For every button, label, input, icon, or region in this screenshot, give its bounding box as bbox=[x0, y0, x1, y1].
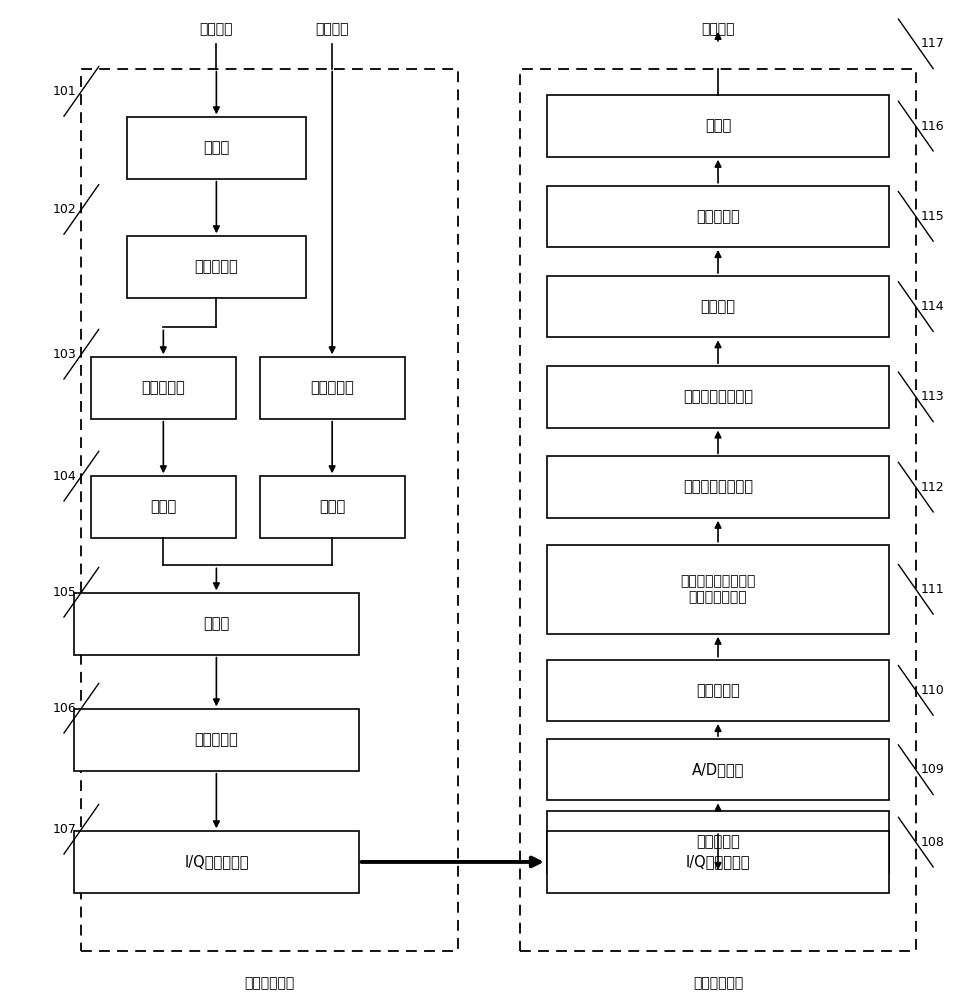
Text: 载波相位精同步器: 载波相位精同步器 bbox=[683, 389, 753, 404]
Text: 组帧器: 组帧器 bbox=[203, 616, 230, 631]
Text: 112: 112 bbox=[920, 481, 944, 494]
Text: 用户数据: 用户数据 bbox=[199, 22, 234, 36]
Text: 解扰器: 解扰器 bbox=[704, 119, 731, 134]
Bar bbox=[74, 593, 359, 655]
Text: 114: 114 bbox=[920, 300, 944, 313]
Bar bbox=[74, 831, 359, 893]
Text: 信道译码器: 信道译码器 bbox=[696, 209, 739, 224]
Text: 110: 110 bbox=[920, 684, 945, 697]
Text: I/Q正交调制器: I/Q正交调制器 bbox=[184, 854, 249, 869]
Bar bbox=[547, 545, 889, 634]
Bar bbox=[74, 709, 359, 771]
Bar bbox=[260, 476, 405, 538]
Text: 帧同步器: 帧同步器 bbox=[701, 299, 736, 314]
Text: I/Q正交解调器: I/Q正交解调器 bbox=[686, 854, 750, 869]
Text: 103: 103 bbox=[53, 348, 77, 361]
Bar bbox=[127, 236, 306, 298]
Text: 用户数据: 用户数据 bbox=[702, 22, 735, 36]
Text: 伪码相位、载波频偏
捕获与粗同步器: 伪码相位、载波频偏 捕获与粗同步器 bbox=[680, 574, 756, 604]
Text: 111: 111 bbox=[920, 583, 944, 596]
Bar bbox=[260, 357, 405, 419]
Text: 加扰器: 加扰器 bbox=[203, 140, 230, 155]
Bar bbox=[547, 186, 889, 247]
Bar bbox=[547, 739, 889, 800]
Bar bbox=[547, 276, 889, 337]
Text: 扩频器: 扩频器 bbox=[150, 499, 176, 514]
Text: 伪码相位精同步器: 伪码相位精同步器 bbox=[683, 480, 753, 495]
Text: 116: 116 bbox=[920, 120, 944, 133]
Bar bbox=[547, 95, 889, 157]
Text: 符号映射器: 符号映射器 bbox=[310, 380, 354, 395]
Text: 匹配滤波器: 匹配滤波器 bbox=[696, 683, 739, 698]
Text: 符号映射器: 符号映射器 bbox=[141, 380, 185, 395]
Bar bbox=[547, 811, 889, 873]
Bar bbox=[82, 69, 457, 951]
Text: 117: 117 bbox=[920, 37, 945, 50]
Text: 成型滤波器: 成型滤波器 bbox=[195, 732, 238, 747]
Text: 107: 107 bbox=[53, 823, 77, 836]
Text: 113: 113 bbox=[920, 390, 944, 403]
Text: 101: 101 bbox=[53, 85, 77, 98]
Text: A/D采样器: A/D采样器 bbox=[692, 762, 744, 777]
Bar bbox=[547, 831, 889, 893]
Text: 信号解调系统: 信号解调系统 bbox=[693, 976, 743, 990]
Bar bbox=[547, 366, 889, 428]
Bar bbox=[521, 69, 916, 951]
Text: 信号调制系统: 信号调制系统 bbox=[244, 976, 295, 990]
Text: 信道编码器: 信道编码器 bbox=[195, 259, 238, 274]
Text: 106: 106 bbox=[53, 702, 77, 715]
Bar bbox=[547, 456, 889, 518]
Text: 扩频器: 扩频器 bbox=[319, 499, 345, 514]
Text: 102: 102 bbox=[53, 203, 77, 216]
Text: 115: 115 bbox=[920, 210, 945, 223]
Text: 109: 109 bbox=[920, 763, 945, 776]
Bar bbox=[91, 357, 235, 419]
Text: 105: 105 bbox=[53, 586, 77, 599]
Bar bbox=[91, 476, 235, 538]
Bar bbox=[127, 117, 306, 179]
Text: 108: 108 bbox=[920, 836, 945, 849]
Bar bbox=[547, 660, 889, 721]
Text: 前导数据: 前导数据 bbox=[315, 22, 349, 36]
Text: 低通滤波器: 低通滤波器 bbox=[696, 835, 739, 850]
Text: 104: 104 bbox=[53, 470, 77, 483]
